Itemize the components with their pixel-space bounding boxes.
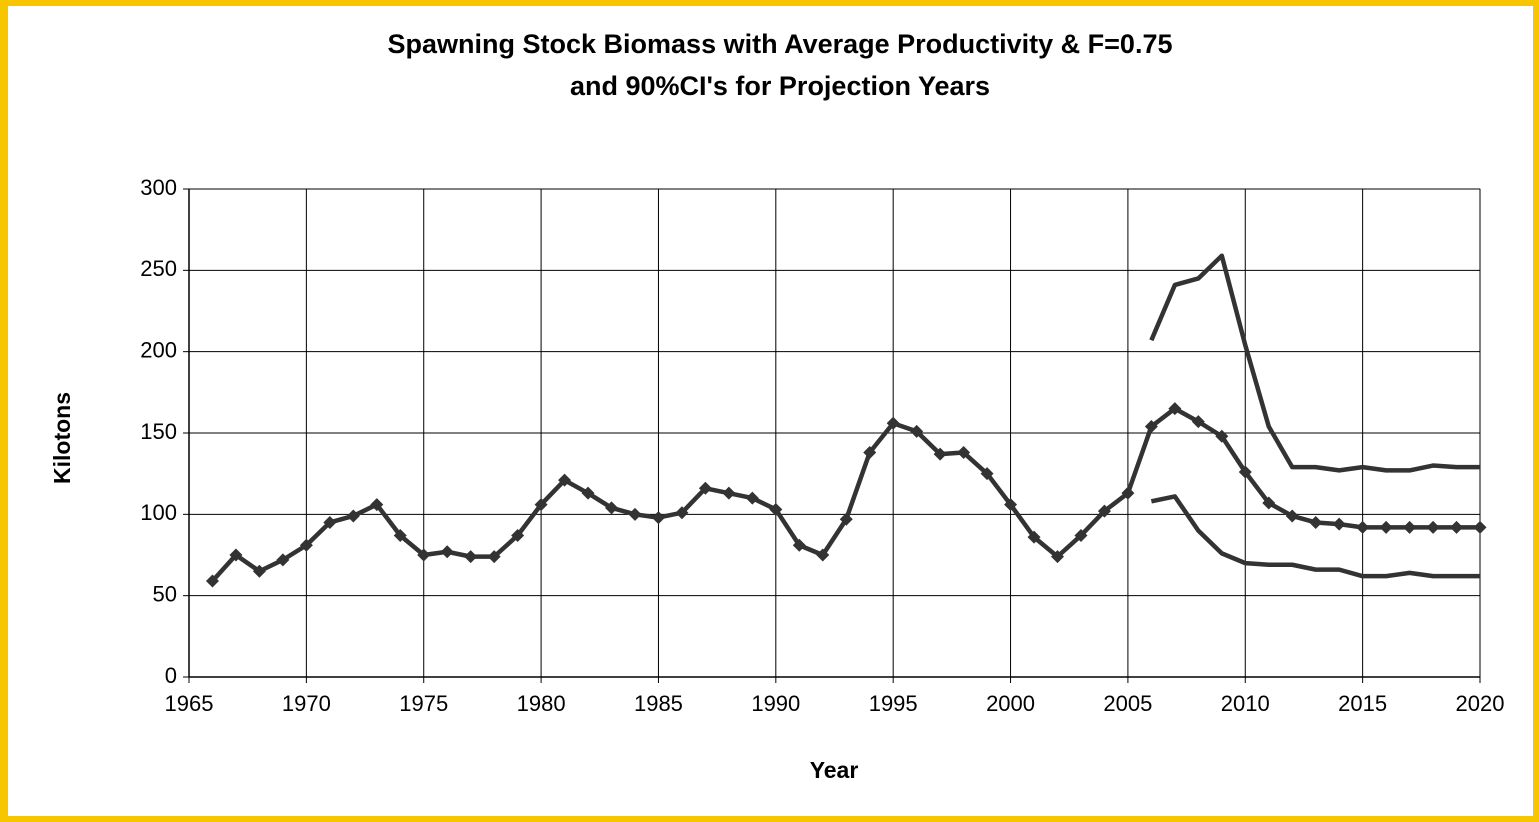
data-marker xyxy=(1450,520,1464,534)
data-marker xyxy=(1074,528,1088,542)
data-marker xyxy=(698,481,712,495)
data-marker xyxy=(1379,520,1393,534)
y-tick-label: 100 xyxy=(140,500,177,525)
y-tick-label: 200 xyxy=(140,337,177,362)
data-marker xyxy=(1215,429,1229,443)
data-marker xyxy=(1356,520,1370,534)
data-marker xyxy=(816,548,830,562)
series-line xyxy=(1149,253,1480,473)
data-marker xyxy=(605,501,619,515)
data-marker xyxy=(839,512,853,526)
data-marker xyxy=(276,553,290,567)
data-marker xyxy=(1191,415,1205,429)
data-marker xyxy=(1332,517,1346,531)
data-marker xyxy=(1426,520,1440,534)
x-axis-title: Year xyxy=(810,757,859,783)
data-marker xyxy=(205,574,219,588)
y-tick-label: 250 xyxy=(140,256,177,281)
data-marker xyxy=(980,467,994,481)
x-tick-label: 2015 xyxy=(1338,691,1387,716)
data-marker xyxy=(252,564,266,578)
data-marker xyxy=(323,515,337,529)
data-marker xyxy=(1027,530,1041,544)
data-marker xyxy=(1238,465,1252,479)
data-marker xyxy=(464,550,478,564)
data-marker xyxy=(1144,419,1158,433)
data-marker xyxy=(558,473,572,487)
data-marker xyxy=(417,548,431,562)
y-axis-title: Kilotons xyxy=(49,392,75,484)
y-tick-label: 0 xyxy=(165,663,177,688)
x-tick-label: 1980 xyxy=(517,691,566,716)
data-marker xyxy=(792,538,806,552)
data-marker xyxy=(1050,550,1064,564)
data-marker xyxy=(886,416,900,430)
data-marker xyxy=(769,502,783,516)
data-marker xyxy=(675,506,689,520)
y-tick-label: 50 xyxy=(153,581,177,606)
y-tick-label: 150 xyxy=(140,419,177,444)
data-marker xyxy=(346,509,360,523)
data-marker xyxy=(1168,402,1182,416)
data-marker xyxy=(534,498,548,512)
chart-title: Spawning Stock Biomass with Average Prod… xyxy=(388,29,1173,59)
data-marker xyxy=(863,446,877,460)
data-marker xyxy=(581,486,595,500)
x-tick-label: 1970 xyxy=(282,691,331,716)
data-marker xyxy=(229,548,243,562)
x-tick-label: 2000 xyxy=(986,691,1035,716)
x-tick-label: 1965 xyxy=(165,691,214,716)
data-marker xyxy=(745,491,759,505)
data-marker xyxy=(1262,496,1276,510)
x-tick-label: 2020 xyxy=(1456,691,1505,716)
data-marker xyxy=(299,538,313,552)
x-tick-label: 1985 xyxy=(634,691,683,716)
data-marker xyxy=(722,486,736,500)
x-tick-label: 1990 xyxy=(751,691,800,716)
data-marker xyxy=(1403,520,1417,534)
data-marker xyxy=(487,550,501,564)
data-marker xyxy=(1121,486,1135,500)
data-marker xyxy=(1004,498,1018,512)
data-marker xyxy=(1097,504,1111,518)
x-tick-label: 2005 xyxy=(1103,691,1152,716)
data-marker xyxy=(628,507,642,521)
series-line xyxy=(1150,494,1480,579)
x-tick-label: 2010 xyxy=(1221,691,1270,716)
x-tick-label: 1975 xyxy=(399,691,448,716)
data-marker xyxy=(393,528,407,542)
data-marker xyxy=(933,447,947,461)
y-tick-label: 300 xyxy=(140,175,177,200)
data-marker xyxy=(957,446,971,460)
chart-subtitle: and 90%CI's for Projection Years xyxy=(570,71,990,101)
chart: Spawning Stock Biomass with Average Prod… xyxy=(49,29,1505,783)
data-marker xyxy=(370,498,384,512)
x-tick-label: 1995 xyxy=(869,691,918,716)
data-marker xyxy=(910,424,924,438)
data-marker xyxy=(440,545,454,559)
data-marker xyxy=(1309,515,1323,529)
data-marker xyxy=(651,511,665,525)
data-marker xyxy=(1473,520,1487,534)
data-marker xyxy=(1285,509,1299,523)
